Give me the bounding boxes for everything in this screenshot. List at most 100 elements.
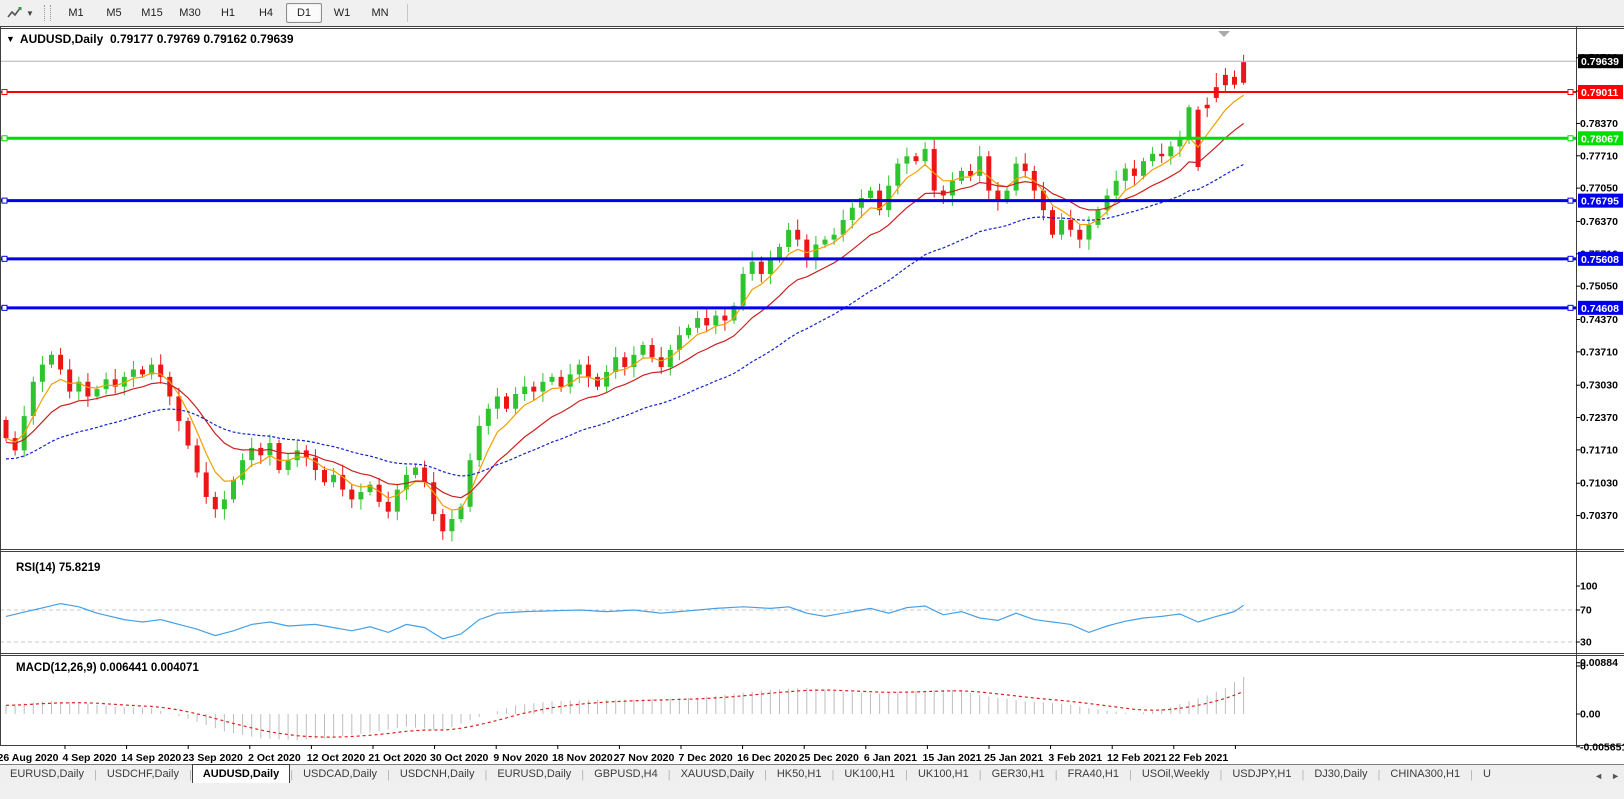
tab-uk100-h1[interactable]: UK100,H1 <box>917 768 969 780</box>
tab-eurusd-daily[interactable]: EURUSD,Daily <box>497 768 572 780</box>
tab-hk50-h1[interactable]: HK50,H1 <box>776 768 822 780</box>
bull-candle-body <box>1104 195 1110 211</box>
hline-handle[interactable] <box>1 135 8 142</box>
bull-candle-body <box>358 492 364 500</box>
hline-price-label-text: 0.76795 <box>1581 196 1619 208</box>
tab-usdjpy-h1[interactable]: USDJPY,H1 <box>1232 768 1292 780</box>
bull-candle-body <box>540 381 546 392</box>
timeframe-button-m1[interactable]: M1 <box>68 7 84 19</box>
tab-usdchf-daily[interactable]: USDCHF,Daily <box>106 768 179 780</box>
bull-candle-body <box>777 246 782 260</box>
hline-handle[interactable] <box>1567 89 1574 95</box>
bull-candle-body <box>1095 210 1101 225</box>
timeframe-button-w1[interactable]: W1 <box>333 7 351 19</box>
hline-handle[interactable] <box>1567 197 1574 204</box>
bear-candle-body <box>913 156 919 162</box>
chart-cursor-tool-icon[interactable] <box>4 3 24 23</box>
candles-group <box>3 54 1247 542</box>
hline-price-label-text: 0.79011 <box>1581 87 1619 99</box>
tab-separator: | <box>387 769 390 781</box>
axis-tick-label: -0.005651 <box>1580 741 1624 753</box>
bull-candle-body <box>676 335 682 350</box>
timeframe-button-m5[interactable]: M5 <box>106 7 122 19</box>
date-label: 26 Aug 2020 <box>0 752 59 764</box>
tab-dj30-daily[interactable]: DJ30,Daily <box>1314 768 1368 780</box>
ma-medium-line <box>5 123 1244 499</box>
tab-xauusd-daily[interactable]: XAUUSD,Daily <box>680 768 754 780</box>
hline-handle[interactable] <box>1 255 8 262</box>
chart-tool-dropdown-caret[interactable]: ▼ <box>26 8 34 18</box>
timeframe-button-h4[interactable]: H4 <box>258 7 274 19</box>
hline-handle[interactable] <box>1 304 8 311</box>
bull-candle-body <box>831 234 837 240</box>
date-label: 21 Oct 2020 <box>368 752 427 764</box>
chart-window[interactable]: 0.797100.790300.783700.777100.770500.763… <box>0 26 1624 764</box>
bear-candle-body <box>349 489 355 500</box>
tab-scroll-left-icon[interactable]: ◄ <box>1594 771 1604 781</box>
tab-scroll-right-icon[interactable]: ► <box>1611 771 1620 781</box>
bull-candle-body <box>686 327 691 336</box>
bear-candle-body <box>595 376 600 387</box>
current-price-label-text: 0.79639 <box>1581 56 1619 68</box>
tab-uk100-h1[interactable]: UK100,H1 <box>844 768 896 780</box>
bear-candle-body <box>376 484 382 502</box>
tab-separator: | <box>290 769 294 781</box>
timeframe-button-m15[interactable]: M15 <box>141 7 163 19</box>
bull-candle-body <box>149 364 155 375</box>
tab-usoil-weekly[interactable]: USOil,Weekly <box>1141 768 1210 780</box>
tab-separator: | <box>905 769 908 781</box>
hline-handle[interactable] <box>1 197 8 204</box>
bear-candle-body <box>722 315 728 321</box>
tab-eurusd-daily[interactable]: EURUSD,Daily <box>10 768 84 780</box>
bull-candle-body <box>1168 146 1174 157</box>
hline-handle[interactable] <box>1567 255 1574 262</box>
tab-overflow-partial[interactable]: U <box>1482 768 1491 780</box>
bear-candle-body <box>167 376 173 397</box>
bull-candle-body <box>886 185 892 211</box>
bear-candle-body <box>649 344 655 358</box>
tab-separator: | <box>831 769 835 781</box>
date-label: 15 Jan 2021 <box>923 752 982 764</box>
date-axis[interactable]: 26 Aug 2020 4 Sep 2020 14 Sep 2020 23 Sep 2… <box>0 745 1236 764</box>
axis-tick-label: 0.76370 <box>1580 216 1618 228</box>
bull-candle-body <box>240 460 246 480</box>
panel-borders <box>0 26 1624 746</box>
price-axis[interactable]: 0.797100.790300.783700.777100.770500.763… <box>1576 52 1624 753</box>
hline-objects[interactable] <box>0 89 1576 311</box>
tab-usdcnh-daily[interactable]: USDCNH,Daily <box>399 768 475 780</box>
bear-candle-body <box>1050 210 1055 235</box>
hline-handle[interactable] <box>1 89 8 95</box>
tab-fra40-h1[interactable]: FRA40,H1 <box>1067 768 1119 780</box>
timeframe-button-m30[interactable]: M30 <box>179 7 201 19</box>
axis-tick-label: 0.00 <box>1580 709 1601 721</box>
tab-china300-h1[interactable]: CHINA300,H1 <box>1390 768 1461 780</box>
timeframe-button-mn[interactable]: MN <box>371 7 389 19</box>
bear-candle-body <box>340 474 346 490</box>
chart-canvas[interactable]: 0.797100.790300.783700.777100.770500.763… <box>0 26 1624 764</box>
toolbar-grip <box>44 5 51 21</box>
tab-ger30-h1[interactable]: GER30,H1 <box>991 768 1045 780</box>
tab-gbpusd-h4[interactable]: GBPUSD,H4 <box>594 768 658 780</box>
bull-candle-body <box>822 239 828 245</box>
bull-candle-body <box>394 489 400 512</box>
bear-candle-body <box>585 364 591 377</box>
hline-handle[interactable] <box>1567 304 1574 311</box>
chart-shift-marker-icon[interactable] <box>1218 31 1230 37</box>
tab-separator: | <box>763 769 767 781</box>
rsi-panel <box>0 602 1576 643</box>
bull-candle-body <box>949 180 955 196</box>
macd-panel <box>5 676 1245 741</box>
bear-candle-body <box>158 364 164 377</box>
bull-candle-body <box>39 364 45 382</box>
timeframe-button-h1[interactable]: H1 <box>220 7 236 19</box>
bull-candle-body <box>1141 161 1146 176</box>
bear-candle-body <box>58 354 64 370</box>
tab-audusd-daily[interactable]: AUDUSD,Daily <box>191 764 291 784</box>
tab-usdcad-daily[interactable]: USDCAD,Daily <box>303 768 378 780</box>
bull-candle-body <box>567 374 573 387</box>
axis-tick-label: 0.78370 <box>1580 118 1618 130</box>
date-label: 12 Feb 2021 <box>1107 752 1167 764</box>
bull-candle-body <box>1013 163 1019 191</box>
hline-handle[interactable] <box>1567 135 1574 142</box>
timeframe-button-d1[interactable]: D1 <box>286 3 322 23</box>
